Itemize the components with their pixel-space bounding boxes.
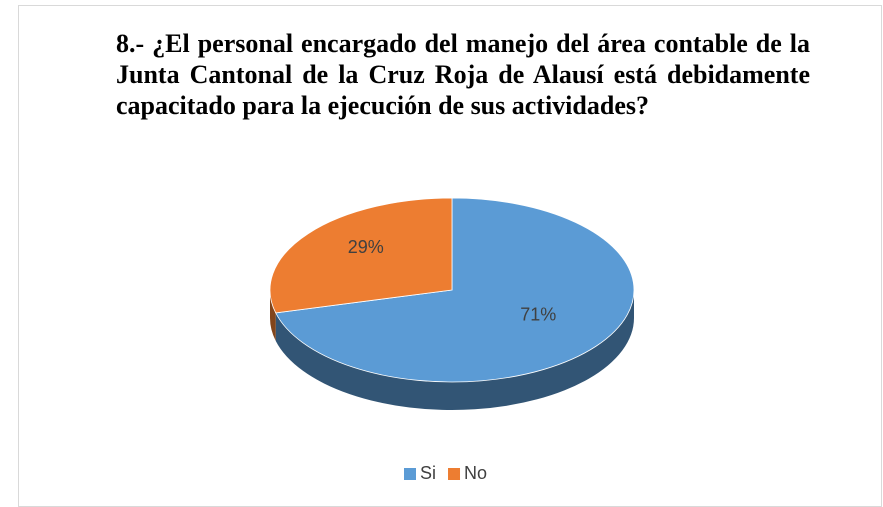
- pie-slice: [269, 197, 453, 314]
- data-label: 71%: [520, 305, 556, 325]
- legend-swatch: [404, 468, 416, 480]
- data-label: 29%: [348, 237, 384, 257]
- chart-title: 8.- ¿El personal encargado del manejo de…: [116, 29, 810, 120]
- pie-slice-side: [275, 290, 634, 411]
- pie-slice: [275, 197, 635, 383]
- legend-swatch: [448, 468, 461, 480]
- legend-label: Si: [420, 463, 436, 483]
- legend-label: No: [464, 463, 487, 483]
